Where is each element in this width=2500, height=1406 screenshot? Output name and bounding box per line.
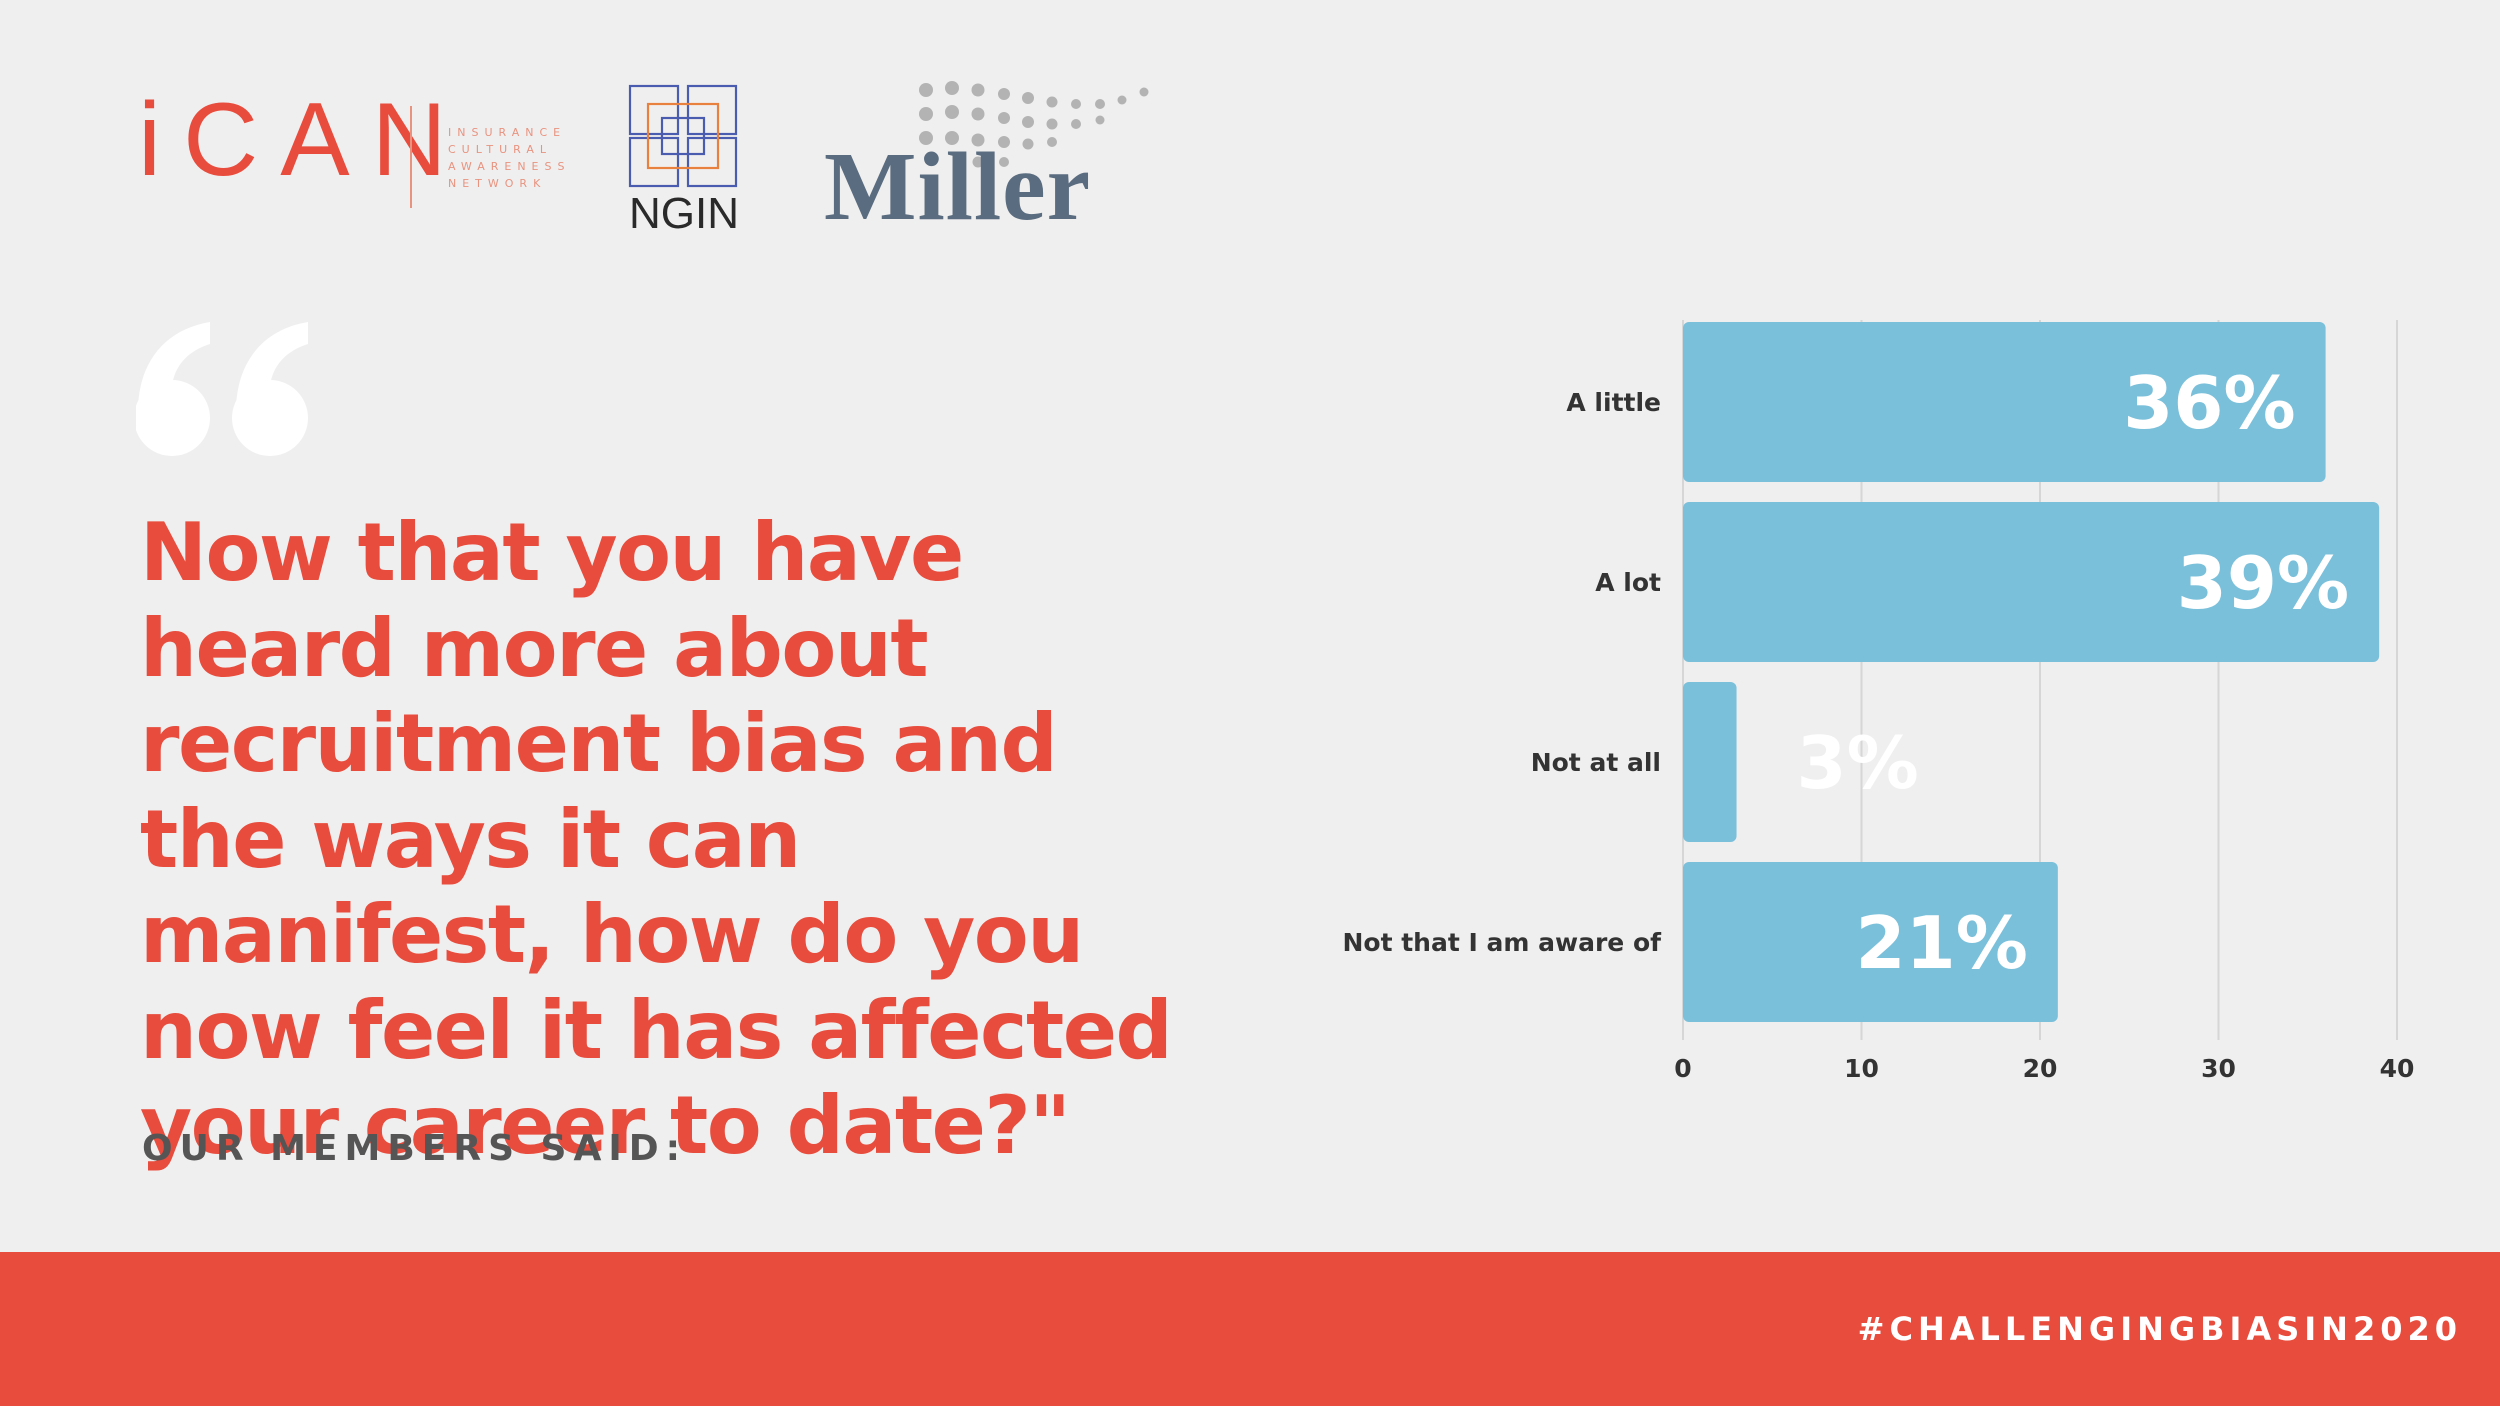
data-label: 21% (1856, 901, 2028, 985)
ican-tagline-line: INSURANCE (448, 126, 567, 139)
bar (1683, 322, 2326, 482)
ngin-logo-text: NGIN (629, 189, 739, 238)
chart-labels: 0 10 20 30 40 A little 36% A lot 39% Not at all 3%… (1342, 361, 2414, 1083)
hashtag: #CHALLENGINGBIASIN2020 (1857, 1310, 2462, 1348)
survey-question: Now that you have heard more about recru… (140, 506, 1173, 1172)
ican-tagline-line: CULTURAL (448, 143, 552, 156)
ican-logo-divider (410, 106, 412, 208)
data-label: 3% (1797, 721, 1919, 805)
data-label: 36% (2123, 361, 2295, 445)
x-tick-label: 10 (1844, 1054, 1879, 1083)
data-label: 39% (2177, 541, 2349, 625)
bar (1683, 682, 1737, 842)
members-said-caption: OUR MEMBERS SAID: (142, 1128, 688, 1169)
ican-tagline-line: AWARENESS (448, 160, 571, 173)
bar (1683, 862, 2058, 1022)
footer-bar (0, 1252, 2500, 1406)
bar (1683, 502, 2380, 662)
category-label: A little (1566, 388, 1661, 417)
ican-logo-wordmark: iCAN (138, 82, 469, 198)
quote-icon (136, 322, 308, 456)
bar-chart: 0 10 20 30 40 A little 36% A lot 39% Not at all 3%… (1342, 320, 2414, 1083)
x-tick-label: 0 (1674, 1054, 1691, 1083)
category-label: Not that I am aware of (1342, 928, 1662, 957)
category-label: Not at all (1531, 748, 1661, 777)
x-tick-label: 20 (2023, 1054, 2058, 1083)
ican-tagline-line: NETWORK (448, 177, 547, 190)
ngin-logo-mark (628, 84, 738, 188)
miller-logo-text: Miller (824, 133, 1092, 241)
miller-logo-dots (919, 81, 1149, 168)
x-tick-label: 30 (2201, 1054, 2236, 1083)
ican-logo-tagline: INSURANCE CULTURAL AWARENESS NETWORK (448, 124, 588, 192)
x-tick-label: 40 (2380, 1054, 2415, 1083)
chart-bars (1683, 322, 2380, 1022)
category-label: A lot (1595, 568, 1661, 597)
